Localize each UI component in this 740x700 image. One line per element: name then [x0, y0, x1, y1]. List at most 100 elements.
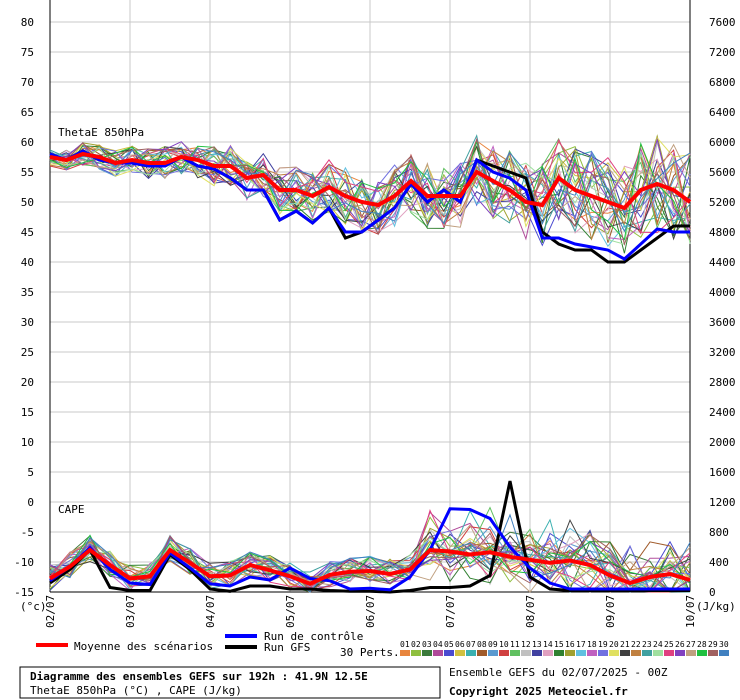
pert-legend-swatch [697, 650, 707, 656]
left-tick-label: 75 [21, 46, 34, 59]
left-axis-unit: (°c) [20, 600, 47, 613]
left-tick-label: 45 [21, 226, 34, 239]
pert-legend-number: 12 [521, 640, 531, 649]
x-tick-label: 04/07 [204, 595, 217, 628]
pert-legend-swatch [543, 650, 553, 656]
theta-member-line [49, 138, 691, 246]
right-tick-label: 800 [709, 526, 729, 539]
pert-legend-swatch [466, 650, 476, 656]
pert-legend-swatch [488, 650, 498, 656]
pert-legend-swatch [631, 650, 641, 656]
theta-member-line [49, 137, 691, 234]
left-tick-label: 25 [21, 346, 34, 359]
right-tick-label: 6400 [709, 106, 736, 119]
pert-legend-number: 23 [642, 640, 652, 649]
right-tick-label: 2800 [709, 376, 736, 389]
left-tick-label: -5 [21, 526, 34, 539]
pert-legend-swatch [521, 650, 531, 656]
pert-legend-number: 10 [499, 640, 509, 649]
x-tick-label: 06/07 [364, 595, 377, 628]
legend-gfs-swatch [225, 645, 257, 649]
pert-legend-swatch [422, 650, 432, 656]
left-tick-label: 55 [21, 166, 34, 179]
theta-mean-line [49, 151, 692, 211]
left-tick-label: 80 [21, 16, 34, 29]
pert-legend-swatch [433, 650, 443, 656]
x-tick-label: 09/07 [604, 595, 617, 628]
pert-legend-swatch [598, 650, 608, 656]
pert-legend-number: 09 [488, 640, 498, 649]
pert-legend-number: 19 [598, 640, 608, 649]
left-tick-label: 50 [21, 196, 34, 209]
x-tick-label: 03/07 [124, 595, 137, 628]
theta-member-line [49, 149, 691, 235]
left-tick-label: -10 [14, 556, 34, 569]
pert-legend-number: 28 [697, 640, 707, 649]
left-tick-label: -15 [14, 586, 34, 599]
right-tick-label: 2400 [709, 406, 736, 419]
legend-control-swatch [225, 634, 257, 638]
pert-legend-number: 07 [466, 640, 476, 649]
pert-legend-swatch [653, 650, 663, 656]
left-tick-label: 5 [27, 466, 34, 479]
left-tick-label: 35 [21, 286, 34, 299]
legend-perts-label: 30 Perts. [340, 646, 400, 659]
pert-legend-number: 14 [543, 640, 553, 649]
left-tick-label: 60 [21, 136, 34, 149]
pert-legend-number: 05 [444, 640, 454, 649]
pert-legend-swatch [675, 650, 685, 656]
pert-legend-number: 06 [455, 640, 465, 649]
pert-legend-number: 16 [565, 640, 575, 649]
legend-mean-swatch [36, 643, 68, 647]
pert-legend-number: 24 [653, 640, 663, 649]
right-tick-label: 7200 [709, 46, 736, 59]
pert-legend-swatch [587, 650, 597, 656]
pert-legend-number: 18 [587, 640, 597, 649]
pert-legend-swatch [686, 650, 696, 656]
theta-member-line [49, 145, 691, 227]
right-tick-label: 6800 [709, 76, 736, 89]
x-tick-label: 05/07 [284, 595, 297, 628]
pert-legend-number: 01 [400, 640, 410, 649]
x-tick-label: 10/07 [684, 595, 697, 628]
legend: Moyenne des scénarios Run de contrôle Ru… [36, 630, 729, 659]
pert-legend-number: 13 [532, 640, 542, 649]
pert-legend-number: 04 [433, 640, 443, 649]
left-tick-label: 15 [21, 406, 34, 419]
legend-gfs-label: Run GFS [264, 641, 310, 654]
right-tick-label: 6000 [709, 136, 736, 149]
right-tick-label: 1600 [709, 466, 736, 479]
left-tick-label: 0 [27, 496, 34, 509]
right-tick-label: 5200 [709, 196, 736, 209]
cape-member-line [49, 537, 691, 593]
legend-mean-label: Moyenne des scénarios [74, 640, 213, 653]
x-tick-label: 02/07 [44, 595, 57, 628]
left-tick-label: 40 [21, 256, 34, 269]
cape-mean-line [48, 547, 691, 586]
theta-member-line [49, 134, 691, 234]
pert-legend-swatch [719, 650, 729, 656]
pert-legend-number: 30 [719, 640, 729, 649]
pert-legend-number: 27 [686, 640, 696, 649]
theta-label: ThetaE 850hPa [58, 126, 144, 139]
right-axis-ticks: 7600720068006400600056005200480044004000… [709, 16, 736, 599]
theta-control-line [49, 149, 690, 261]
pert-legend-swatch [554, 650, 564, 656]
x-tick-label: 07/07 [444, 595, 457, 628]
theta-member-line [49, 146, 691, 245]
footer-run-info: Ensemble GEFS du 02/07/2025 - 00Z [449, 666, 668, 679]
pert-legend-swatch [565, 650, 575, 656]
right-tick-label: 2000 [709, 436, 736, 449]
left-tick-label: 30 [21, 316, 34, 329]
pert-legend-swatch [576, 650, 586, 656]
pert-legend-swatch [411, 650, 421, 656]
pert-legend-swatch [642, 650, 652, 656]
pert-legend-number: 08 [477, 640, 487, 649]
pert-legend-swatch [455, 650, 465, 656]
right-tick-label: 5600 [709, 166, 736, 179]
pert-legend-swatch [609, 650, 619, 656]
right-tick-label: 7600 [709, 16, 736, 29]
main-series-lines [48, 149, 692, 594]
perturbation-legend: 01 02 03 04 05 06 07 08 09 10 11 12 13 14 15 16 17 18 19 20… [400, 640, 729, 656]
